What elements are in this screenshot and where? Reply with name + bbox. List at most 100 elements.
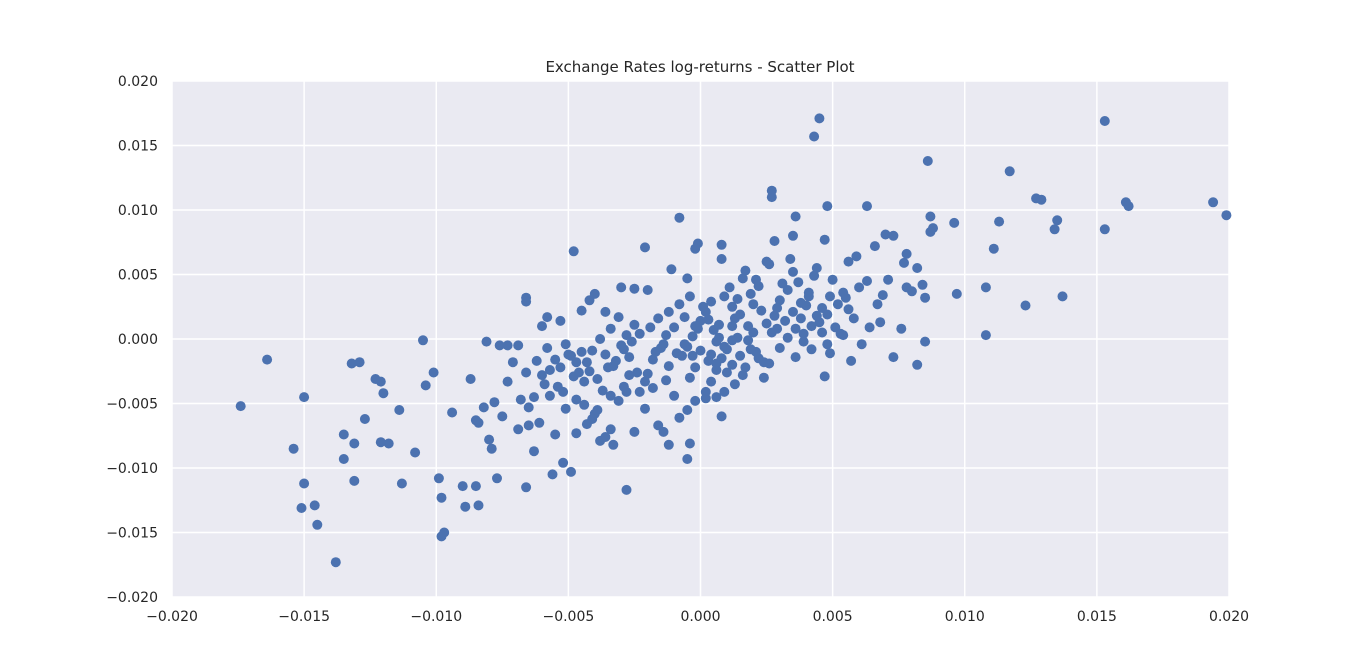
scatter-point	[888, 352, 899, 363]
scatter-point	[785, 254, 796, 264]
scatter-point	[354, 357, 365, 368]
scatter-point	[684, 438, 695, 449]
scatter-point	[624, 370, 635, 381]
scatter-point	[793, 277, 804, 288]
scatter-point	[568, 246, 579, 257]
scatter-point	[1049, 224, 1060, 235]
scatter-point	[521, 296, 532, 307]
scatter-point	[547, 469, 558, 480]
scatter-point	[788, 230, 798, 241]
scatter-point	[743, 335, 754, 346]
scatter-point	[912, 263, 923, 273]
scatter-point	[690, 321, 701, 332]
scatter-point	[724, 282, 735, 293]
scatter-point	[587, 345, 598, 356]
scatter-point	[843, 256, 854, 267]
scatter-point	[838, 330, 849, 341]
scatter-point	[706, 376, 717, 387]
scatter-point	[618, 344, 629, 355]
scatter-point	[558, 457, 569, 468]
x-tick-label: 0.000	[680, 609, 720, 625]
scatter-point	[822, 309, 833, 320]
scatter-point	[359, 414, 370, 424]
scatter-point	[788, 266, 798, 277]
scatter-point	[912, 359, 923, 370]
scatter-point	[663, 306, 674, 317]
scatter-point	[1208, 197, 1219, 208]
scatter-point	[600, 432, 611, 442]
scatter-point	[484, 434, 495, 445]
scatter-point	[674, 212, 685, 223]
scatter-point	[521, 367, 532, 378]
scatter-point	[732, 332, 743, 343]
scatter-point	[711, 358, 722, 369]
scatter-point	[370, 374, 381, 384]
scatter-point	[502, 376, 513, 387]
y-tick-label: 0.000	[118, 332, 158, 348]
scatter-point	[798, 336, 809, 347]
scatter-point	[880, 229, 891, 240]
scatter-point	[457, 481, 468, 492]
scatter-point	[716, 254, 727, 264]
scatter-point	[346, 358, 357, 369]
y-tick-label: −0.010	[106, 461, 158, 477]
scatter-point	[1221, 210, 1232, 221]
scatter-point	[478, 402, 489, 413]
scatter-point	[494, 340, 505, 351]
x-tick-labels: −0.020 −0.015 −0.010 −0.005 0.000 0.005 0.010 0…	[146, 609, 1249, 625]
scatter-point	[753, 353, 764, 364]
scatter-point	[682, 454, 693, 464]
scatter-point	[732, 294, 743, 304]
scatter-point	[988, 243, 999, 254]
scatter-point	[846, 355, 857, 366]
scatter-point	[542, 343, 553, 353]
scatter-point	[682, 405, 693, 415]
scatter-point	[470, 481, 481, 492]
scatter-point	[312, 519, 323, 530]
scatter-point	[822, 339, 833, 350]
scatter-point	[647, 354, 658, 365]
scatter-point	[877, 290, 888, 301]
scatter-point	[579, 376, 590, 387]
scatter-point	[262, 354, 273, 365]
scatter-point	[460, 501, 471, 512]
scatter-point	[872, 299, 883, 310]
x-tick-label: −0.020	[146, 609, 198, 625]
y-tick-label: −0.020	[106, 590, 158, 606]
scatter-point	[288, 443, 299, 454]
scatter-point	[523, 420, 534, 431]
scatter-point	[951, 288, 962, 299]
scatter-point	[795, 297, 806, 308]
scatter-point	[235, 401, 246, 412]
scatter-point	[473, 500, 484, 511]
scatter-point	[925, 226, 936, 237]
y-tick-labels: 0.020 0.015 0.010 0.005 0.000 −0.005 −0.010 −0.…	[106, 74, 158, 606]
scatter-point	[825, 291, 835, 302]
y-tick-label: −0.015	[106, 526, 158, 542]
y-tick-label: 0.015	[118, 139, 158, 155]
scatter-point	[790, 211, 801, 222]
scatter-point	[629, 283, 640, 294]
scatter-point	[843, 304, 854, 315]
scatter-point	[555, 362, 566, 373]
scatter-point	[716, 411, 727, 422]
data-points	[235, 113, 1232, 568]
scatter-point	[537, 321, 547, 332]
scatter-point	[420, 380, 431, 391]
scatter-point	[674, 299, 685, 310]
scatter-point	[642, 285, 653, 295]
x-tick-label: 0.020	[1209, 609, 1249, 625]
scatter-point	[521, 482, 532, 493]
scatter-point	[597, 385, 608, 396]
scatter-point	[447, 407, 458, 418]
scatter-point	[745, 288, 756, 299]
scatter-point	[566, 350, 576, 361]
scatter-point	[809, 131, 820, 142]
scatter-point	[666, 264, 677, 275]
scatter-point	[515, 394, 526, 405]
scatter-point	[560, 339, 571, 350]
scatter-point	[640, 376, 650, 387]
scatter-point	[896, 323, 907, 334]
scatter-point	[560, 403, 571, 414]
